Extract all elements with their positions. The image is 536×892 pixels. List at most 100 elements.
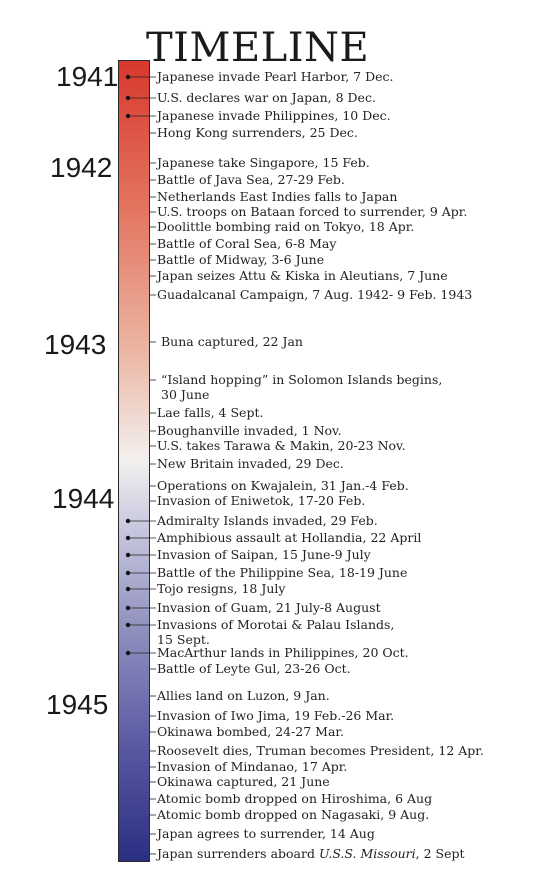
- event-ship-name: U.S.S. Missouri: [318, 846, 416, 861]
- event-marker-dot: [125, 570, 131, 576]
- event-text: Operations on Kwajalein, 31 Jan.-4 Feb.: [157, 478, 409, 493]
- event-text: U.S. troops on Bataan forced to surrende…: [157, 204, 468, 219]
- event-text: Japan surrenders aboard: [157, 846, 319, 861]
- event-text: Buna captured, 22 Jan: [161, 334, 303, 349]
- timeline-event: Hong Kong surrenders, 25 Dec.: [157, 125, 358, 140]
- event-text: Guadalcanal Campaign, 7 Aug. 1942- 9 Feb…: [157, 287, 473, 302]
- event-marker-dot: [125, 535, 131, 541]
- timeline-event: Amphibious assault at Hollandia, 22 Apri…: [157, 530, 421, 545]
- event-text: Battle of Midway, 3-6 June: [157, 252, 325, 267]
- timeline-event: Okinawa captured, 21 June: [157, 774, 330, 789]
- event-text: Invasion of Guam, 21 July-8 August: [157, 600, 381, 615]
- timeline-event: Tojo resigns, 18 July: [157, 581, 285, 596]
- timeline-event: Atomic bomb dropped on Nagasaki, 9 Aug.: [157, 807, 429, 822]
- event-text: Japan seizes Attu & Kiska in Aleutians, …: [157, 268, 448, 283]
- timeline-event: Invasions of Morotai & Palau Islands, 15 …: [157, 617, 394, 647]
- timeline-event: MacArthur lands in Philippines, 20 Oct.: [157, 645, 409, 660]
- event-marker-dot: [125, 74, 131, 80]
- timeline-event: U.S. troops on Bataan forced to surrende…: [157, 204, 467, 219]
- event-text: Japanese invade Pearl Harbor, 7 Dec.: [157, 69, 394, 84]
- timeline-event: Buna captured, 22 Jan: [161, 334, 303, 349]
- timeline-event: U.S. takes Tarawa & Makin, 20-23 Nov.: [157, 438, 406, 453]
- event-text: Netherlands East Indies falls to Japan: [157, 189, 398, 204]
- event-text: Amphibious assault at Hollandia, 22 Apri…: [157, 530, 422, 545]
- event-marker-dot: [125, 113, 131, 119]
- event-text: Invasion of Mindanao, 17 Apr.: [157, 759, 348, 774]
- year-label-1943: 1943: [44, 329, 107, 360]
- timeline-event: Netherlands East Indies falls to Japan: [157, 189, 397, 204]
- event-text: Okinawa bombed, 24-27 Mar.: [157, 724, 345, 739]
- event-text: MacArthur lands in Philippines, 20 Oct.: [157, 645, 409, 660]
- timeline-event: U.S. declares war on Japan, 8 Dec.: [157, 90, 376, 105]
- timeline-event: “Island hopping” in Solomon Islands begi…: [161, 372, 442, 402]
- event-text: Battle of Java Sea, 27-29 Feb.: [157, 172, 345, 187]
- event-text: Atomic bomb dropped on Nagasaki, 9 Aug.: [157, 807, 430, 822]
- timeline-event: Battle of Coral Sea, 6-8 May: [157, 236, 336, 251]
- event-text: Hong Kong surrenders, 25 Dec.: [157, 125, 358, 140]
- event-text: Battle of Coral Sea, 6-8 May: [157, 236, 337, 251]
- event-text: New Britain invaded, 29 Dec.: [157, 456, 344, 471]
- timeline-event: Invasion of Iwo Jima, 19 Feb.-26 Mar.: [157, 708, 394, 723]
- event-marker-dot: [125, 95, 131, 101]
- event-text: Okinawa captured, 21 June: [157, 774, 330, 789]
- year-label-1944: 1944: [52, 483, 115, 514]
- event-text-end: , 2 Sept: [415, 846, 465, 861]
- event-text: Lae falls, 4 Sept.: [157, 405, 264, 420]
- timeline-event: Japan seizes Attu & Kiska in Aleutians, …: [157, 268, 448, 283]
- event-marker-dot: [125, 622, 131, 628]
- event-text: Japan agrees to surrender, 14 Aug: [157, 826, 375, 841]
- year-label-1941: 1941: [56, 61, 119, 92]
- timeline-event: Operations on Kwajalein, 31 Jan.-4 Feb.: [157, 478, 409, 493]
- event-text: Invasion of Saipan, 15 June-9 July: [157, 547, 371, 562]
- timeline-event: Japanese take Singapore, 15 Feb.: [157, 155, 370, 170]
- event-text-continued: 30 June: [161, 387, 210, 402]
- event-marker-dot: [125, 605, 131, 611]
- event-marker-dot: [125, 586, 131, 592]
- timeline-event: Okinawa bombed, 24-27 Mar.: [157, 724, 344, 739]
- event-text: Boughanville invaded, 1 Nov.: [157, 423, 342, 438]
- event-text-continued: 15 Sept.: [157, 632, 210, 647]
- event-text: Admiralty Islands invaded, 29 Feb.: [157, 513, 378, 528]
- year-label-1945: 1945: [46, 689, 109, 720]
- event-text: Battle of Leyte Gul, 23-26 Oct.: [157, 661, 351, 676]
- event-text: Roosevelt dies, Truman becomes President…: [157, 743, 484, 758]
- event-text: Battle of the Philippine Sea, 18-19 June: [157, 565, 408, 580]
- event-marker-dot: [125, 518, 131, 524]
- event-text: Invasions of Morotai & Palau Islands,: [157, 617, 395, 632]
- timeline-event: New Britain invaded, 29 Dec.: [157, 456, 344, 471]
- timeline-event: Japanese invade Pearl Harbor, 7 Dec.: [157, 69, 393, 84]
- timeline-event: Battle of Leyte Gul, 23-26 Oct.: [157, 661, 351, 676]
- timeline-event: Battle of Java Sea, 27-29 Feb.: [157, 172, 345, 187]
- event-text: Doolittle bombing raid on Tokyo, 18 Apr.: [157, 219, 415, 234]
- timeline-event: Lae falls, 4 Sept.: [157, 405, 263, 420]
- timeline-event: Roosevelt dies, Truman becomes President…: [157, 743, 484, 758]
- timeline-event: Atomic bomb dropped on Hiroshima, 6 Aug: [157, 791, 432, 806]
- event-text: Atomic bomb dropped on Hiroshima, 6 Aug: [157, 791, 433, 806]
- event-text: Invasion of Eniwetok, 17-20 Feb.: [157, 493, 366, 508]
- event-text: Japanese invade Philippines, 10 Dec.: [157, 108, 391, 123]
- timeline-event: Invasion of Guam, 21 July-8 August: [157, 600, 381, 615]
- event-marker-dot: [125, 552, 131, 558]
- timeline-event: Allies land on Luzon, 9 Jan.: [157, 688, 330, 703]
- timeline-event: Invasion of Saipan, 15 June-9 July: [157, 547, 371, 562]
- timeline-event: Japan surrenders aboard U.S.S. Missouri,…: [157, 846, 465, 861]
- event-marker-dot: [125, 650, 131, 656]
- timeline-gradient-bar: [118, 60, 150, 862]
- event-text: U.S. takes Tarawa & Makin, 20-23 Nov.: [157, 438, 406, 453]
- event-text: Japanese take Singapore, 15 Feb.: [157, 155, 370, 170]
- timeline-event: Doolittle bombing raid on Tokyo, 18 Apr.: [157, 219, 414, 234]
- event-text: “Island hopping” in Solomon Islands begi…: [161, 372, 443, 387]
- event-text: Invasion of Iwo Jima, 19 Feb.-26 Mar.: [157, 708, 395, 723]
- timeline-event: Japanese invade Philippines, 10 Dec.: [157, 108, 391, 123]
- timeline-event: Invasion of Mindanao, 17 Apr.: [157, 759, 347, 774]
- timeline-event: Battle of the Philippine Sea, 18-19 June: [157, 565, 407, 580]
- event-text: U.S. declares war on Japan, 8 Dec.: [157, 90, 376, 105]
- event-text: Tojo resigns, 18 July: [157, 581, 286, 596]
- event-text: Allies land on Luzon, 9 Jan.: [157, 688, 330, 703]
- year-label-1942: 1942: [50, 152, 113, 183]
- timeline-event: Guadalcanal Campaign, 7 Aug. 1942- 9 Feb…: [157, 287, 472, 302]
- timeline-event: Invasion of Eniwetok, 17-20 Feb.: [157, 493, 365, 508]
- timeline-event: Battle of Midway, 3-6 June: [157, 252, 324, 267]
- timeline-event: Japan agrees to surrender, 14 Aug: [157, 826, 375, 841]
